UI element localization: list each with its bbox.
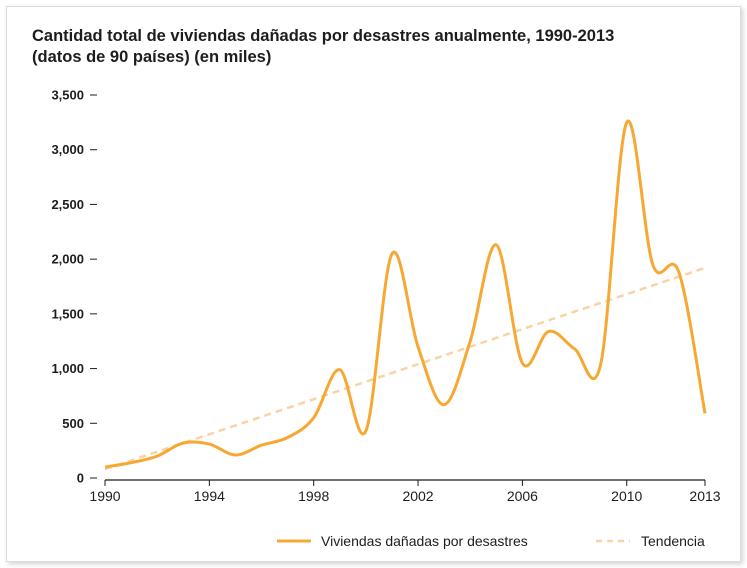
y-tick-label: 3,000 — [51, 142, 84, 157]
x-tick-label: 1998 — [298, 488, 329, 504]
legend: Viviendas dañadas por desastres Tendenci… — [277, 533, 705, 549]
chart-subtitle: (datos de 90 países) (en miles) — [32, 48, 272, 66]
series-tendencia-line — [104, 266, 706, 471]
y-axis: 0 500 1,000 1,500 2,000 2,500 3,000 3,500 — [51, 88, 97, 486]
series-layer — [104, 119, 707, 471]
x-tick-label: 2002 — [402, 488, 433, 504]
legend-series-label: Viviendas dañadas por desastres — [321, 533, 528, 549]
x-tick-label: 1990 — [89, 488, 120, 504]
x-tick-label: 1994 — [194, 488, 225, 504]
y-tick-label: 3,500 — [51, 88, 84, 103]
y-tick-label: 1,500 — [51, 306, 84, 321]
chart-frame — [6, 6, 741, 562]
chart-title: Cantidad total de viviendas dañadas por … — [32, 27, 615, 45]
legend-trend-label: Tendencia — [641, 533, 705, 549]
y-tick-label: 2,500 — [51, 197, 84, 212]
y-tick-label: 0 — [77, 471, 84, 486]
y-tick-label: 500 — [62, 416, 84, 431]
chart-title-block: Cantidad total de viviendas dañadas por … — [32, 26, 722, 68]
series-viviendas-line — [104, 119, 707, 469]
y-tick-label: 1,000 — [51, 361, 84, 376]
x-tick-label: 2013 — [689, 488, 720, 504]
x-tick-label: 2010 — [611, 488, 642, 504]
x-tick-label: 2006 — [507, 488, 538, 504]
y-tick-label: 2,000 — [51, 252, 84, 267]
x-axis: 1990 1994 1998 2002 2006 2010 2013 — [89, 479, 721, 504]
